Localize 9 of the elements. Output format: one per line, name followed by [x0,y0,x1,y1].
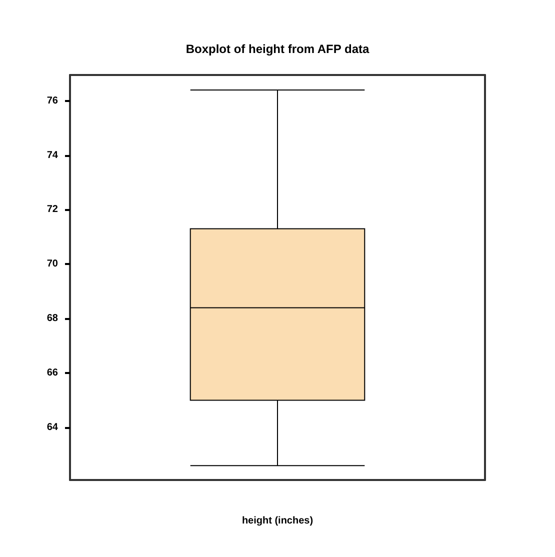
y-tick-label: 70 [46,258,58,270]
y-tick-label: 76 [46,95,58,106]
y-tick-label: 68 [46,313,58,324]
y-tick-label: 66 [46,368,58,379]
y-tick-label: 72 [46,204,58,216]
y-tick-label: 74 [46,150,58,161]
y-tick-label: 64 [46,422,58,433]
chart-title: Boxplot of height from AFP data [186,42,370,56]
x-axis-title: height (inches) [242,516,314,526]
